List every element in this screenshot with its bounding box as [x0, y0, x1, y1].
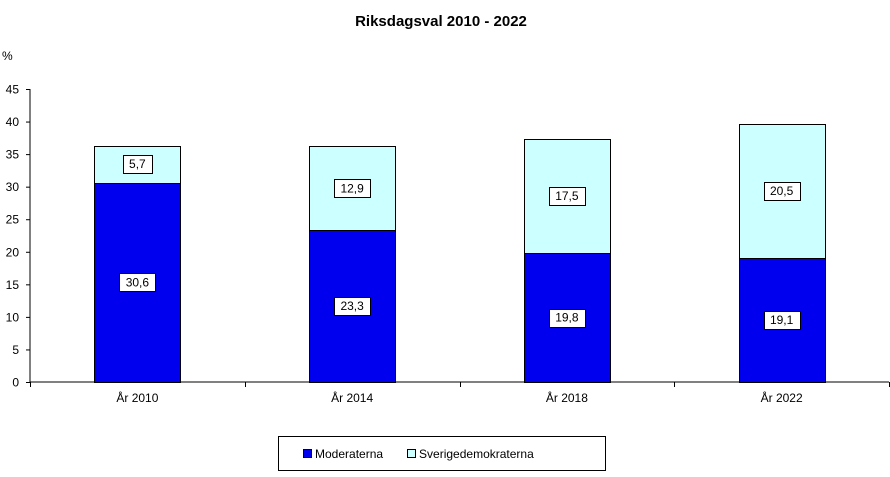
data-label-box [764, 182, 801, 201]
data-label: 23,3 [340, 299, 364, 313]
x-tick-label: År 2010 [116, 390, 158, 405]
data-label: 30,6 [126, 275, 150, 289]
x-tick-label: År 2014 [331, 390, 373, 405]
chart-title: Riksdagsval 2010 - 2022 [355, 13, 527, 30]
data-label: 12,9 [340, 181, 364, 195]
y-tick-label: 20 [6, 245, 20, 259]
data-label: 20,5 [770, 184, 794, 198]
y-tick-label: 5 [12, 343, 19, 357]
legend-label-sverigedemokraterna: Sverigedemokraterna [419, 446, 534, 461]
data-label-box [549, 309, 586, 328]
legend: Moderaterna Sverigedemokraterna [278, 436, 606, 471]
data-label-box [764, 311, 801, 330]
data-label-box [334, 297, 371, 316]
data-label-box [334, 179, 371, 198]
legend-label-moderaterna: Moderaterna [315, 446, 384, 461]
y-axis-label: % [2, 49, 13, 63]
legend-item-moderaterna: Moderaterna [303, 447, 383, 461]
data-label-box [549, 187, 586, 206]
y-tick-label: 40 [6, 115, 20, 129]
x-tick-label: År 2022 [761, 390, 803, 405]
data-label-box [119, 273, 156, 292]
data-label: 19,1 [770, 313, 794, 327]
y-tick-label: 15 [6, 278, 20, 292]
y-tick-label: 0 [12, 376, 19, 390]
y-tick-label: 35 [6, 148, 20, 162]
legend-item-sverigedemokraterna: Sverigedemokraterna [407, 447, 534, 461]
plot-area: 0 5 10 15 20 25 30 35 40 45 År 2010 30,6 5,7 År 2014 2… [6, 83, 890, 405]
y-tick-label: 30 [6, 180, 20, 194]
y-tick-label: 45 [6, 83, 20, 97]
data-label: 17,5 [555, 189, 579, 203]
y-tick-label: 10 [6, 310, 20, 324]
data-label: 19,8 [555, 311, 579, 325]
legend-swatch-sverigedemokraterna [407, 449, 417, 458]
data-label-box [123, 155, 153, 174]
data-label: 5,7 [129, 157, 146, 171]
legend-swatch-moderaterna [303, 449, 312, 458]
y-tick-label: 25 [6, 213, 20, 227]
x-tick-label: År 2018 [546, 390, 588, 405]
